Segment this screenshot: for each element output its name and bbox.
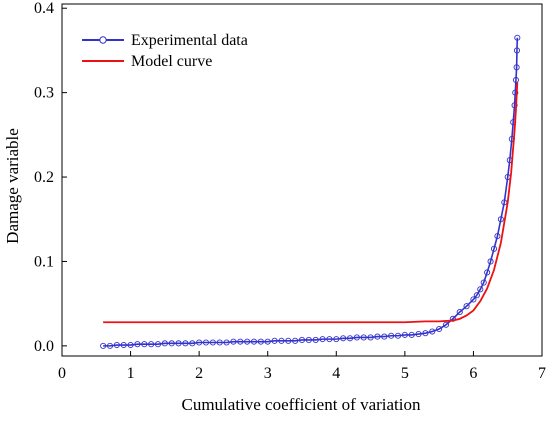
x-tick-label: 2 [195,365,203,382]
data-point-experimental-data [401,331,408,338]
data-point-experimental-data [512,89,519,96]
data-point-experimental-data [514,34,521,41]
data-point-experimental-data [257,338,264,345]
legend-label-experimental: Experimental data [131,32,248,49]
x-axis-title: Cumulative coefficient of variation [181,395,421,414]
data-point-experimental-data [305,336,312,344]
data-point-experimental-data [512,76,519,84]
data-point-experimental-data [223,339,230,346]
data-point-experimental-data [264,338,271,345]
data-point-experimental-data [394,332,402,339]
y-tick-label: 0.0 [34,338,54,355]
data-point-experimental-data [513,47,521,54]
data-point-experimental-data [113,341,120,349]
y-tick-label: 0.2 [34,169,54,186]
data-point-experimental-data [154,341,162,348]
data-point-experimental-data [381,333,388,340]
data-point-experimental-data [490,245,498,252]
y-tick-label: 0.4 [34,0,54,17]
data-point-experimental-data [209,339,216,346]
data-point-experimental-data [148,341,155,348]
data-point-experimental-data [408,331,415,338]
data-point-experimental-data [319,336,326,343]
data-point-experimental-data [415,331,422,338]
data-point-experimental-data [340,335,347,342]
data-point-experimental-data [216,339,223,346]
data-point-experimental-data [141,341,148,348]
data-point-experimental-data [388,332,395,339]
data-point-experimental-data [161,340,168,347]
data-point-experimental-data [196,339,203,346]
data-point-experimental-data [346,335,354,342]
data-point-experimental-data [463,303,470,310]
data-point-experimental-data [422,330,429,337]
x-tick-label: 1 [127,365,135,382]
legend-marker-experimental [99,36,107,44]
series-line-model-curve [103,82,519,324]
data-point-experimental-data [442,321,450,328]
data-point-experimental-data [244,338,251,345]
data-point-experimental-data [182,340,189,347]
series-layer [100,34,521,349]
series-line-experimental-data [103,37,519,347]
data-point-experimental-data [189,340,196,347]
data-point-experimental-data [250,338,258,345]
x-tick-label: 3 [264,365,272,382]
data-point-experimental-data [367,334,374,341]
data-point-experimental-data [360,334,367,341]
plot-frame [61,3,543,357]
data-point-experimental-data [374,333,381,340]
data-point-experimental-data [487,258,494,265]
x-tick-label: 4 [332,365,340,382]
data-point-experimental-data [429,328,436,335]
data-point-experimental-data [292,337,299,344]
y-tick-label: 0.3 [34,85,54,102]
data-point-experimental-data [120,341,127,349]
data-point-experimental-data [271,337,278,344]
data-point-experimental-data [168,340,175,347]
y-axis-ticks: 0.0 0.1 0.2 0.3 0.4 [34,0,67,355]
data-point-experimental-data [285,337,292,344]
data-point-experimental-data [106,342,114,349]
data-point-experimental-data [353,334,360,341]
x-axis-ticks: 0 1 2 3 4 5 6 7 [58,351,546,382]
data-point-experimental-data [456,309,463,316]
data-point-experimental-data [436,325,443,333]
data-point-experimental-data [175,340,182,347]
data-point-experimental-data [312,336,319,344]
y-tick-label: 0.1 [34,253,54,270]
data-point-experimental-data [449,315,456,322]
y-axis-title: Damage variable [3,128,22,244]
data-point-experimental-data [230,338,237,345]
data-point-experimental-data [237,338,244,345]
data-point-experimental-data [278,337,285,344]
data-point-experimental-data [477,286,484,293]
data-point-experimental-data [473,292,480,299]
data-point-experimental-data [497,216,504,223]
data-point-experimental-data [513,64,520,71]
x-tick-label: 0 [58,365,66,382]
legend: Experimental data Model curve [82,32,248,70]
legend-label-model: Model curve [131,53,212,70]
data-point-experimental-data [511,102,518,109]
data-point-experimental-data [298,336,306,344]
data-point-experimental-data [100,342,107,349]
x-tick-label: 5 [401,365,409,382]
data-point-experimental-data [326,336,333,343]
data-point-experimental-data [494,233,501,240]
x-tick-label: 6 [469,365,477,382]
data-point-experimental-data [333,336,340,343]
data-point-experimental-data [484,269,491,276]
x-tick-label: 7 [538,365,546,382]
data-point-experimental-data [470,296,477,303]
data-point-experimental-data [202,339,210,346]
data-point-experimental-data [134,341,141,348]
data-point-experimental-data [480,279,487,286]
data-point-experimental-data [127,341,134,349]
